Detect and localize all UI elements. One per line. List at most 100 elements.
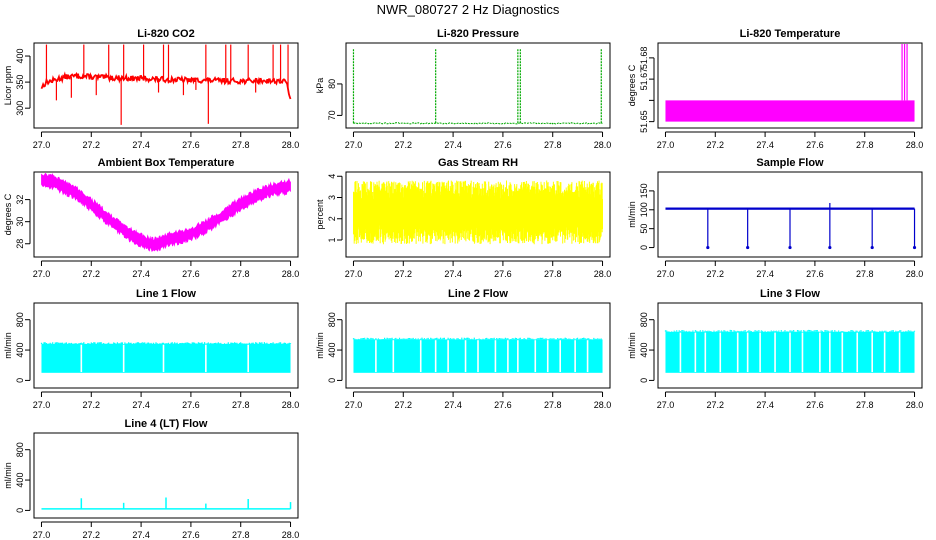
x-tick-label: 27.6 (182, 269, 200, 279)
plot-frame (657, 302, 923, 389)
plot-frame (33, 171, 299, 258)
x-tick-label: 27.8 (232, 140, 250, 150)
plot-frame (33, 432, 299, 519)
panel-line2: Line 2 Flow ml/min 27.0 27.2 27.4 27.6 27.8 28.… (315, 288, 611, 410)
panel-line1: Line 1 Flow ml/min 27.0 27.2 27.4 27.6 27.8 28.… (3, 288, 299, 410)
y-tick-label: 32 (15, 195, 25, 205)
x-tick-label: 27.8 (232, 530, 250, 540)
x-tick-label: 27.0 (657, 269, 675, 279)
x-tick-label: 27.4 (132, 530, 150, 540)
series-line (353, 122, 603, 125)
plot-frame (657, 171, 923, 258)
panel-title: Li-820 Temperature (740, 28, 841, 40)
y-tick-label: 300 (15, 101, 25, 116)
x-tick-label: 27.2 (395, 140, 413, 150)
spike-point (706, 245, 710, 250)
x-tick-label: 28.0 (594, 400, 612, 410)
x-tick-label: 28.0 (594, 269, 612, 279)
panel-title: Line 1 Flow (136, 288, 196, 300)
panel-title: Li-820 Pressure (437, 28, 519, 40)
spike-point (828, 245, 832, 250)
y-axis-label: ml/min (627, 332, 637, 359)
x-tick-label: 27.2 (395, 400, 413, 410)
x-tick-label: 27.4 (444, 140, 462, 150)
panel-pressure: Li-820 Pressure kPa 27.0 27.2 27.4 27.6 27.8 28… (315, 28, 611, 150)
x-tick-label: 27.4 (444, 400, 462, 410)
series-line (40, 71, 292, 100)
data-layer (352, 337, 603, 373)
y-axis-label: degrees C (627, 64, 637, 106)
x-tick-label: 27.2 (83, 269, 101, 279)
x-tick-label: 27.8 (856, 269, 874, 279)
panel-title: Sample Flow (756, 157, 824, 169)
panel-title: Line 2 Flow (448, 288, 508, 300)
y-tick-label: 150 (639, 183, 649, 198)
x-tick-label: 27.8 (544, 400, 562, 410)
x-tick-label: 27.8 (544, 140, 562, 150)
x-tick-label: 27.4 (756, 400, 774, 410)
y-tick-label: 800 (15, 312, 25, 327)
x-tick-label: 27.2 (83, 530, 101, 540)
x-tick-label: 27.6 (182, 530, 200, 540)
panel-line4: Line 4 (LT) Flow ml/min 27.0 27.2 27.4 27.6 27… (3, 418, 299, 540)
y-tick-label: 0 (15, 378, 25, 383)
y-axis-label: kPa (315, 78, 325, 94)
panel-title: Ambient Box Temperature (98, 157, 235, 169)
panel-line3: Line 3 Flow ml/min 27.0 27.2 27.4 27.6 27.8 28.… (627, 288, 923, 410)
data-layer (41, 497, 292, 510)
panel-grid: Li-820 CO2 Licor ppm 27.0 27.2 27.4 27.6 27.8 2… (3, 28, 923, 540)
data-layer (40, 342, 292, 373)
x-tick-label: 27.0 (345, 269, 363, 279)
y-tick-label: 1 (327, 237, 337, 242)
y-tick-label: 100 (639, 202, 649, 217)
x-tick-label: 28.0 (906, 140, 924, 150)
y-tick-label: 400 (15, 49, 25, 64)
y-tick-label: 0 (327, 378, 337, 383)
x-tick-label: 27.4 (756, 140, 774, 150)
x-tick-label: 27.6 (494, 400, 512, 410)
x-tick-label: 27.0 (33, 140, 51, 150)
y-tick-label: 400 (639, 343, 649, 358)
y-tick-label: 0 (639, 245, 649, 250)
panel-title: Line 4 (LT) Flow (125, 418, 208, 430)
x-tick-label: 27.0 (657, 400, 675, 410)
y-axis-label: Licor ppm (3, 66, 13, 106)
x-tick-label: 28.0 (906, 269, 924, 279)
plot-frame (657, 42, 923, 129)
x-tick-label: 27.0 (33, 530, 51, 540)
data-layer (665, 202, 917, 250)
data-layer (665, 44, 915, 122)
y-tick-label: 400 (15, 473, 25, 488)
x-tick-label: 28.0 (282, 269, 300, 279)
y-tick-label: 800 (327, 312, 337, 327)
series-edge (352, 337, 602, 340)
spike-point (788, 245, 792, 250)
x-tick-label: 27.2 (83, 140, 101, 150)
y-tick-label: 0 (639, 378, 649, 383)
x-tick-label: 27.2 (707, 269, 725, 279)
x-tick-label: 27.6 (494, 269, 512, 279)
y-tick-label: 51.67 (639, 68, 649, 91)
y-tick-label: 400 (15, 343, 25, 358)
x-tick-label: 27.8 (544, 269, 562, 279)
x-tick-label: 28.0 (282, 140, 300, 150)
y-tick-label: 0 (15, 508, 25, 513)
spike-point (870, 245, 874, 250)
figure-title: NWR_080727 2 Hz Diagnostics (377, 2, 560, 17)
plot-frame (33, 302, 299, 389)
series-band (41, 343, 291, 373)
series-noise (353, 180, 603, 245)
y-tick-label: 400 (327, 343, 337, 358)
y-tick-label: 70 (327, 110, 337, 120)
plot-frame (345, 42, 611, 129)
x-tick-label: 27.0 (33, 400, 51, 410)
x-tick-label: 27.2 (707, 400, 725, 410)
x-tick-label: 27.4 (132, 269, 150, 279)
x-tick-label: 27.6 (806, 140, 824, 150)
data-layer (664, 329, 916, 373)
y-tick-label: 800 (639, 312, 649, 327)
y-tick-label: 4 (327, 174, 337, 179)
data-layer (352, 49, 603, 125)
y-tick-label: 50 (639, 224, 649, 234)
